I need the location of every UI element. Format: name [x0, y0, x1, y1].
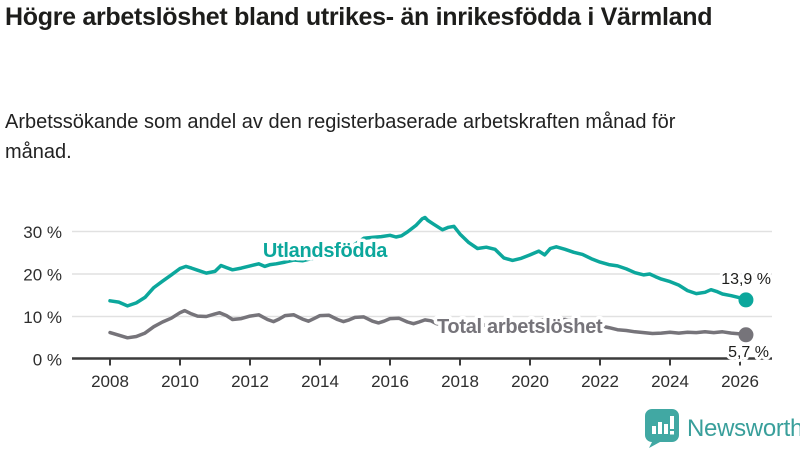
bar-large: [664, 424, 668, 434]
x-tick-label: 2008: [91, 372, 129, 391]
series-line-utlandsf-dda: [108, 215, 748, 308]
bar-medium: [658, 422, 662, 434]
x-tick-label: 2026: [721, 372, 759, 391]
exclamation-stem: [670, 416, 674, 429]
series-line-total-arbetsl-shet: [108, 308, 748, 340]
series-end-dot-utlandsf-dda: [738, 292, 754, 308]
y-tick-label: 0 %: [33, 351, 62, 370]
newsworthy-bar-chart-bubble-icon: [645, 409, 679, 448]
bar-small: [652, 426, 656, 434]
series-end-value: 13,9 %: [721, 271, 771, 288]
x-tick-label: 2010: [161, 372, 199, 391]
series-end-dot-total-arbetsl-shet: [738, 327, 754, 343]
x-tick-label: 2024: [651, 372, 689, 391]
x-tick-label: 2016: [371, 372, 409, 391]
y-tick-label: 10 %: [23, 308, 62, 327]
y-tick-label: 20 %: [23, 266, 62, 285]
chart-subtitle: Arbetssökande som andel av den registerb…: [5, 111, 676, 163]
x-tick-label: 2020: [511, 372, 549, 391]
series-label-total-arbetsl-shet: Total arbetslöshet: [437, 316, 603, 338]
x-tick-label: 2018: [441, 372, 479, 391]
x-tick-label: 2012: [231, 372, 269, 391]
y-tick-label: 30 %: [23, 223, 62, 242]
x-tick-label: 2014: [301, 372, 339, 391]
chart-title: Högre arbetslöshet bland utrikes- än inr…: [5, 3, 713, 31]
newsworthy-logo[interactable]: Newsworthy: [645, 409, 800, 448]
series-label-utlandsf-dda: Utlandsfödda: [263, 240, 388, 262]
series-end-value: 5,7 %: [728, 344, 769, 361]
x-tick-label: 2022: [581, 372, 619, 391]
exclamation-dot: [670, 431, 674, 435]
newsworthy-wordmark: Newsworthy: [687, 415, 800, 442]
